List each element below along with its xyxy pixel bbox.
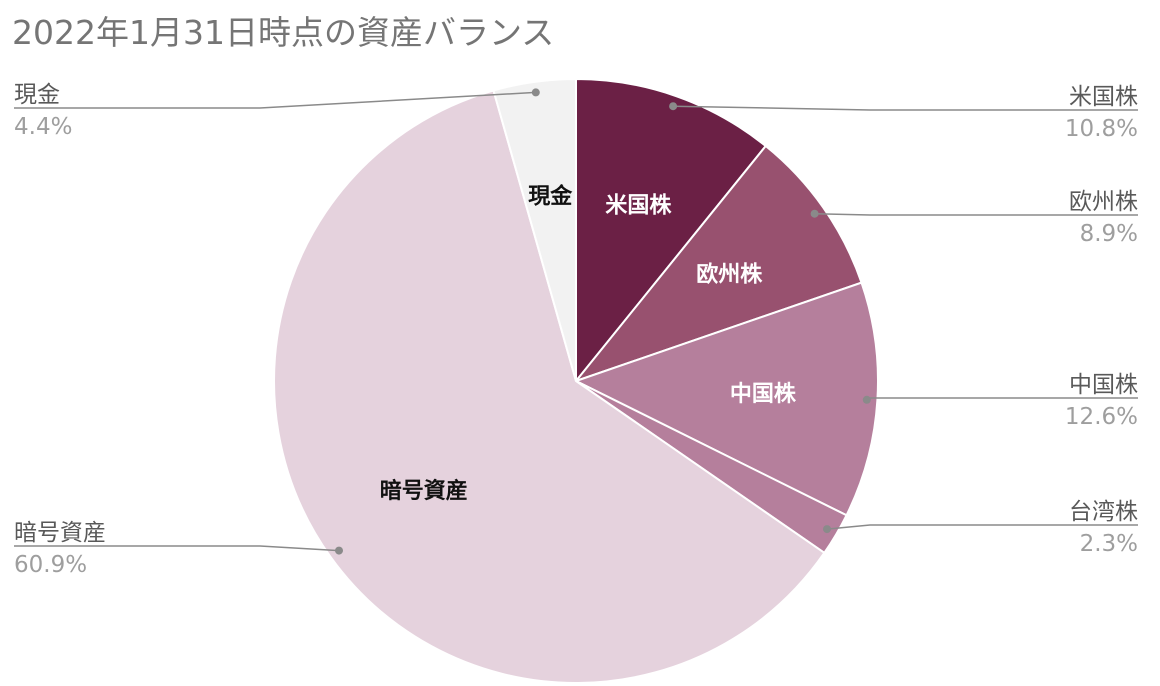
pie-side-labels: 米国株 10.8% 欧州株 8.9% 中国株 12.6% 台湾株 2.3% 暗号資産 60.9% 現… xyxy=(14,82,1138,578)
leader-dot-slice-3 xyxy=(862,395,871,404)
leader-line-slice-3 xyxy=(866,397,1138,401)
side-label-percent-slice-5: 60.9% xyxy=(14,552,87,578)
side-label-name-slice-1: 米国株 xyxy=(1069,84,1138,110)
leader-line-slice-4 xyxy=(826,524,1138,530)
inner-label-slice-6: 現金 xyxy=(528,184,573,210)
leader-dot-slice-5 xyxy=(335,546,343,555)
inner-label-slice-5: 暗号資産 xyxy=(380,478,468,504)
side-label-name-slice-6: 現金 xyxy=(14,82,60,108)
pie-slice-3[interactable] xyxy=(573,281,879,517)
inner-label-slice-2: 欧州株 xyxy=(696,262,763,288)
inner-label-slice-1: 米国株 xyxy=(605,194,672,219)
side-label-name-slice-2: 欧州株 xyxy=(1069,189,1138,215)
leader-line-slice-6 xyxy=(14,91,536,109)
pie-slice-5[interactable] xyxy=(272,89,826,684)
leader-dot-slice-2 xyxy=(810,209,819,218)
side-label-percent-slice-6: 4.4% xyxy=(14,114,72,140)
pie-slice-2[interactable] xyxy=(573,144,863,384)
pie-slice-1[interactable] xyxy=(575,77,768,384)
side-label-percent-slice-4: 2.3% xyxy=(1080,531,1138,557)
side-label-percent-slice-3: 12.6% xyxy=(1065,404,1138,430)
leader-dot-slice-1 xyxy=(669,102,678,111)
inner-label-slice-3: 中国株 xyxy=(730,382,797,407)
leader-dot-slice-6 xyxy=(531,88,540,97)
leader-line-slice-5 xyxy=(14,545,340,552)
chart-title: 2022年1月31日時点の資産バランス xyxy=(12,13,554,52)
side-label-percent-slice-1: 10.8% xyxy=(1065,116,1138,142)
side-label-percent-slice-2: 8.9% xyxy=(1080,221,1138,247)
side-label-name-slice-4: 台湾株 xyxy=(1069,499,1138,525)
leader-line-slice-2 xyxy=(814,212,1138,216)
pie-slices xyxy=(272,77,879,684)
leader-dot-slice-4 xyxy=(823,525,831,534)
pie-slice-6[interactable] xyxy=(492,77,577,382)
side-label-name-slice-5: 暗号資産 xyxy=(14,520,106,546)
side-label-name-slice-3: 中国株 xyxy=(1069,372,1138,398)
pie-leader-lines xyxy=(14,88,1138,555)
leader-line-slice-1 xyxy=(673,105,1138,111)
